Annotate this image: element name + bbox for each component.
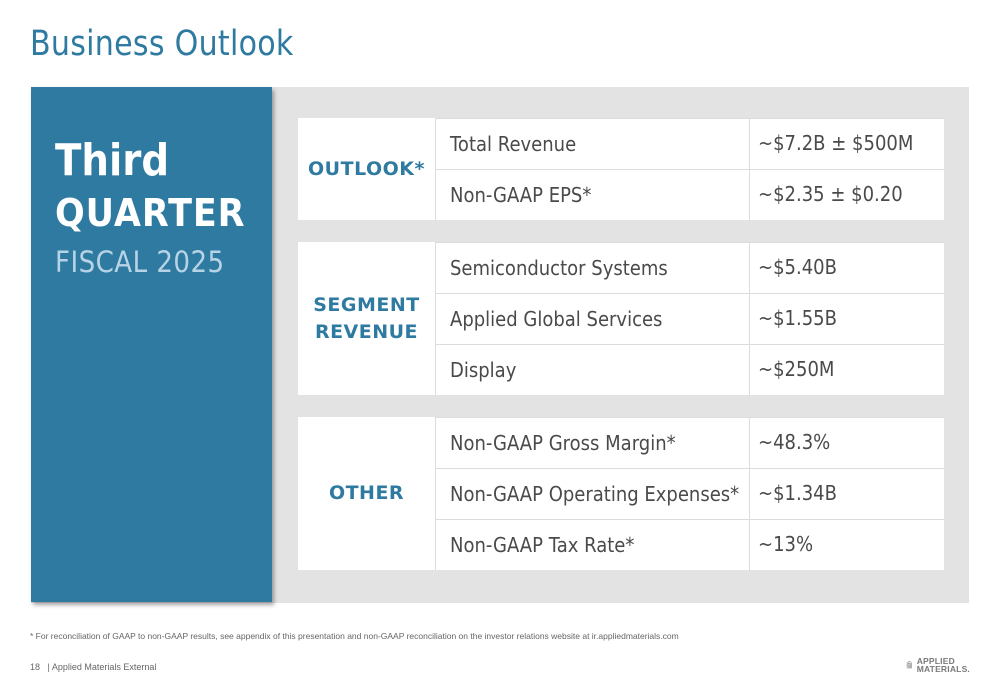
table-row: Total Revenue ~$7.2B ± $500M <box>435 118 944 170</box>
page-number: 18 <box>30 662 41 672</box>
applied-materials-logo: APPLIED MATERIALS. <box>906 651 970 679</box>
quarter-panel: Third QUARTER FISCAL 2025 <box>31 87 272 602</box>
category-line: SEGMENT <box>313 293 420 316</box>
row-value: ~$1.34B <box>758 481 837 505</box>
quarter-line-fiscal: FISCAL 2025 <box>55 245 225 279</box>
row-label: Non-GAAP Tax Rate* <box>450 533 635 557</box>
footer: 18 | Applied Materials External <box>30 662 156 672</box>
row-label: Semiconductor Systems <box>450 256 668 280</box>
row-label: Total Revenue <box>450 132 577 156</box>
category-line: REVENUE <box>314 320 419 343</box>
quarter-line-third: Third <box>55 135 170 186</box>
row-value: ~$250M <box>758 357 835 381</box>
row-value: ~48.3% <box>758 430 831 454</box>
row-label: Non-GAAP Operating Expenses* <box>450 482 740 506</box>
table-row: Semiconductor Systems ~$5.40B <box>435 242 944 294</box>
segment-revenue-section: SEGMENT REVENUE Semiconductor Systems ~$… <box>298 242 944 396</box>
row-value: ~$7.2B ± $500M <box>758 131 914 155</box>
segment-revenue-category: SEGMENT REVENUE <box>298 242 436 395</box>
table-row: Display ~$250M <box>435 344 944 396</box>
other-category: OTHER <box>298 417 436 570</box>
table-row: Non-GAAP Gross Margin* ~48.3% <box>435 417 944 469</box>
logo-line: APPLIED <box>916 655 955 666</box>
table-row: Non-GAAP Operating Expenses* ~$1.34B <box>435 468 944 520</box>
table-row: Non-GAAP EPS* ~$2.35 ± $0.20 <box>435 169 944 221</box>
row-label: Non-GAAP EPS* <box>450 183 592 207</box>
logo-line: MATERIALS. <box>916 664 970 674</box>
classification-label: | Applied Materials External <box>47 662 157 672</box>
row-label: Display <box>450 358 517 382</box>
row-value: ~13% <box>758 532 814 556</box>
row-label: Applied Global Services <box>450 307 663 331</box>
outlook-category: OUTLOOK* <box>298 118 436 220</box>
table-row: Non-GAAP Tax Rate* ~13% <box>435 519 944 571</box>
row-value: ~$1.55B <box>758 306 837 330</box>
slide-title: Business Outlook <box>30 24 294 64</box>
row-label: Non-GAAP Gross Margin* <box>450 431 676 455</box>
row-value: ~$5.40B <box>758 255 837 279</box>
outlook-section: OUTLOOK* Total Revenue ~$7.2B ± $500M No… <box>298 118 944 221</box>
row-value: ~$2.35 ± $0.20 <box>758 182 903 206</box>
table-row: Applied Global Services ~$1.55B <box>435 293 944 345</box>
applied-materials-logo-icon <box>906 661 912 669</box>
footnote: * For reconciliation of GAAP to non-GAAP… <box>30 631 679 641</box>
other-section: OTHER Non-GAAP Gross Margin* ~48.3% Non-… <box>298 417 944 571</box>
quarter-line-quarter: QUARTER <box>55 191 246 235</box>
